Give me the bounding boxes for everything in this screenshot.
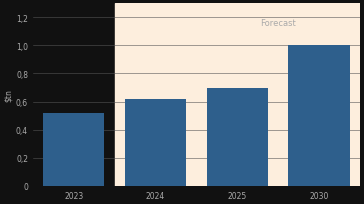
Bar [43,113,104,186]
Text: Forecast: Forecast [260,19,296,28]
Bar [115,4,364,186]
Bar [207,88,268,186]
Y-axis label: $tn: $tn [4,89,13,102]
Bar [125,99,186,186]
Bar [288,46,349,186]
